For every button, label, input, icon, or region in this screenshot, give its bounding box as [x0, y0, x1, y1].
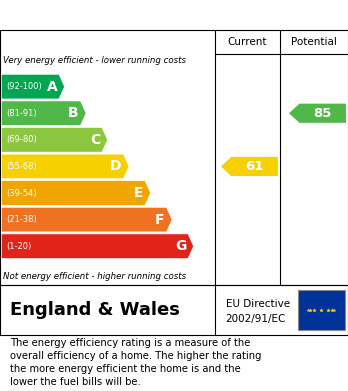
Text: F: F: [155, 213, 165, 227]
Text: 61: 61: [245, 160, 264, 173]
Text: (81-91): (81-91): [7, 109, 37, 118]
Polygon shape: [1, 207, 172, 232]
Text: (69-80): (69-80): [7, 135, 37, 144]
Text: (55-68): (55-68): [7, 162, 37, 171]
Polygon shape: [1, 181, 151, 205]
Text: (21-38): (21-38): [7, 215, 37, 224]
Text: A: A: [47, 80, 57, 94]
Text: B: B: [68, 106, 79, 120]
Polygon shape: [289, 104, 346, 123]
Text: Very energy efficient - lower running costs: Very energy efficient - lower running co…: [3, 56, 187, 65]
Text: (1-20): (1-20): [7, 242, 32, 251]
Text: C: C: [90, 133, 100, 147]
Text: The energy efficiency rating is a measure of the
overall efficiency of a home. T: The energy efficiency rating is a measur…: [10, 338, 262, 387]
Text: Current: Current: [228, 37, 267, 47]
Text: (39-54): (39-54): [7, 188, 37, 197]
Text: EU Directive: EU Directive: [226, 299, 290, 309]
Polygon shape: [1, 74, 64, 99]
Text: G: G: [175, 239, 186, 253]
Text: E: E: [134, 186, 143, 200]
Text: England & Wales: England & Wales: [10, 301, 180, 319]
Polygon shape: [1, 101, 86, 126]
Text: D: D: [110, 160, 122, 174]
Text: (92-100): (92-100): [7, 82, 42, 91]
Text: Energy Efficiency Rating: Energy Efficiency Rating: [10, 7, 232, 23]
Text: 2002/91/EC: 2002/91/EC: [226, 314, 286, 324]
Polygon shape: [1, 234, 193, 258]
Polygon shape: [1, 154, 129, 179]
Polygon shape: [221, 157, 278, 176]
Text: Not energy efficient - higher running costs: Not energy efficient - higher running co…: [3, 272, 187, 281]
Polygon shape: [1, 127, 108, 152]
Text: Potential: Potential: [291, 37, 337, 47]
Bar: [298, 290, 345, 330]
Text: 85: 85: [314, 107, 332, 120]
